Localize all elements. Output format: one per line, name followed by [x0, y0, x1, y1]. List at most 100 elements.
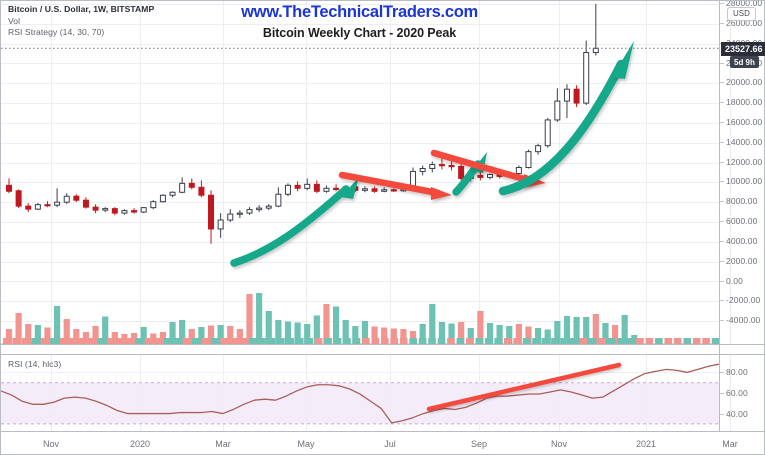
candle-body: [82, 199, 89, 208]
price-tick-label: 18000.00: [726, 97, 763, 108]
strategy-signal-tick: [144, 338, 153, 344]
volume-bar: [563, 316, 571, 344]
time-tick-label: Mar: [215, 439, 231, 449]
price-tick-mark: [720, 3, 724, 4]
candle-body: [34, 204, 41, 210]
strategy-signal-tick: [125, 338, 134, 344]
candle-body: [583, 52, 590, 104]
candle-body: [217, 219, 224, 230]
price-tick-mark: [720, 260, 724, 262]
candle-body: [6, 184, 12, 192]
candle-body: [159, 194, 166, 203]
volume-bar: [207, 325, 215, 344]
rsi-indicator-label[interactable]: RSI (14, hlc3): [8, 359, 62, 369]
volume-bar: [496, 325, 503, 344]
strategy-signal-tick: [418, 338, 427, 344]
volume-bar: [390, 328, 397, 344]
price-tick-mark: [720, 280, 724, 282]
volume-bar: [34, 325, 41, 344]
candle-body: [563, 88, 570, 102]
strategy-signal-tick: [598, 338, 606, 344]
currency-chip[interactable]: USD: [727, 7, 756, 21]
price-tick-mark: [720, 161, 724, 163]
strategy-signal-tick: [352, 338, 361, 344]
strategy-signal-tick: [711, 338, 720, 344]
strategy-signal-tick: [333, 338, 342, 344]
volume-bar: [535, 328, 542, 344]
candle-body: [275, 193, 282, 207]
volume-bar: [573, 317, 580, 344]
strategy-signal-tick: [503, 338, 512, 344]
price-tick-mark: [720, 22, 724, 24]
time-tick-label: Nov: [42, 439, 60, 449]
strategy-signal-tick: [655, 338, 663, 344]
volume-bar: [236, 329, 243, 344]
candle-body: [54, 201, 61, 206]
strategy-signal-tick: [324, 338, 332, 344]
volume-bar: [256, 293, 263, 344]
candle-body: [111, 208, 118, 214]
strategy-signal-tick: [69, 338, 77, 344]
symbol-label[interactable]: Bitcoin / U.S. Dollar, 1W, BITSTAMP: [8, 4, 155, 14]
strategy-signal-tick: [702, 338, 710, 344]
volume-bar: [371, 326, 378, 344]
volume-bar: [361, 321, 369, 344]
volume-bar: [631, 335, 638, 344]
volume-bar: [169, 322, 176, 344]
strategy-signal-tick: [201, 338, 210, 344]
candle-body: [140, 207, 147, 213]
price-panel[interactable]: [1, 1, 764, 344]
volume-bar: [54, 306, 61, 344]
chart-legend[interactable]: Bitcoin / U.S. Dollar, 1W, BITSTAMP Vol …: [8, 4, 154, 39]
rsi-strategy-label[interactable]: RSI Strategy (14, 30, 70): [8, 27, 105, 37]
candle-body: [487, 173, 493, 178]
volume-bar: [554, 321, 561, 344]
rsi-panel-top-separator: [1, 354, 764, 355]
candle-body: [102, 208, 109, 211]
candle-body: [573, 88, 580, 104]
strategy-signal-tick: [409, 338, 417, 344]
strategy-signal-tick: [88, 338, 96, 344]
price-tick-mark: [720, 300, 724, 302]
rsi-panel[interactable]: [1, 355, 764, 431]
time-tick-label: Mar: [722, 439, 738, 449]
uptrend-arrowhead-1: [341, 177, 359, 199]
volume-bar: [102, 316, 109, 344]
strategy-signal-tick: [437, 338, 446, 344]
price-plot[interactable]: [1, 1, 764, 344]
candle-body: [438, 164, 445, 167]
strategy-signal-tick: [305, 338, 313, 344]
candle-body: [592, 47, 599, 54]
volume-bar: [409, 331, 417, 344]
volume-bar: [525, 326, 532, 344]
volume-indicator-label[interactable]: Vol: [8, 15, 21, 26]
strategy-signal-tick: [381, 338, 389, 344]
volume-bar: [419, 324, 426, 344]
volume-bar: [515, 324, 522, 344]
volume-bar: [506, 326, 513, 344]
rsi-plot[interactable]: [1, 355, 764, 431]
strategy-signal-tick: [106, 338, 115, 344]
strategy-signal-tick: [163, 338, 172, 344]
price-tick-mark: [720, 82, 724, 84]
price-tick-mark: [720, 181, 724, 183]
volume-bar: [25, 324, 32, 344]
time-tick-label: May: [297, 439, 315, 449]
candle-body: [525, 151, 532, 168]
price-tick-label: 26000.00: [726, 17, 763, 28]
strategy-signal-tick: [229, 338, 238, 344]
price-tick-mark: [720, 141, 724, 143]
rsi-band: [1, 382, 719, 424]
time-tick-label: Nov: [550, 439, 568, 449]
candle-body: [448, 165, 455, 168]
strategy-signal-tick: [588, 338, 597, 344]
volume-bar: [217, 325, 224, 344]
price-tick-label: -2000.00: [726, 295, 761, 306]
candle-body: [390, 189, 397, 192]
strategy-signal-tick: [532, 338, 540, 344]
volume-bar: [313, 315, 320, 344]
volume-bar: [111, 332, 118, 344]
time-tick-label: 2020: [129, 439, 151, 449]
volume-bar: [602, 323, 609, 344]
candle-body: [179, 182, 186, 193]
